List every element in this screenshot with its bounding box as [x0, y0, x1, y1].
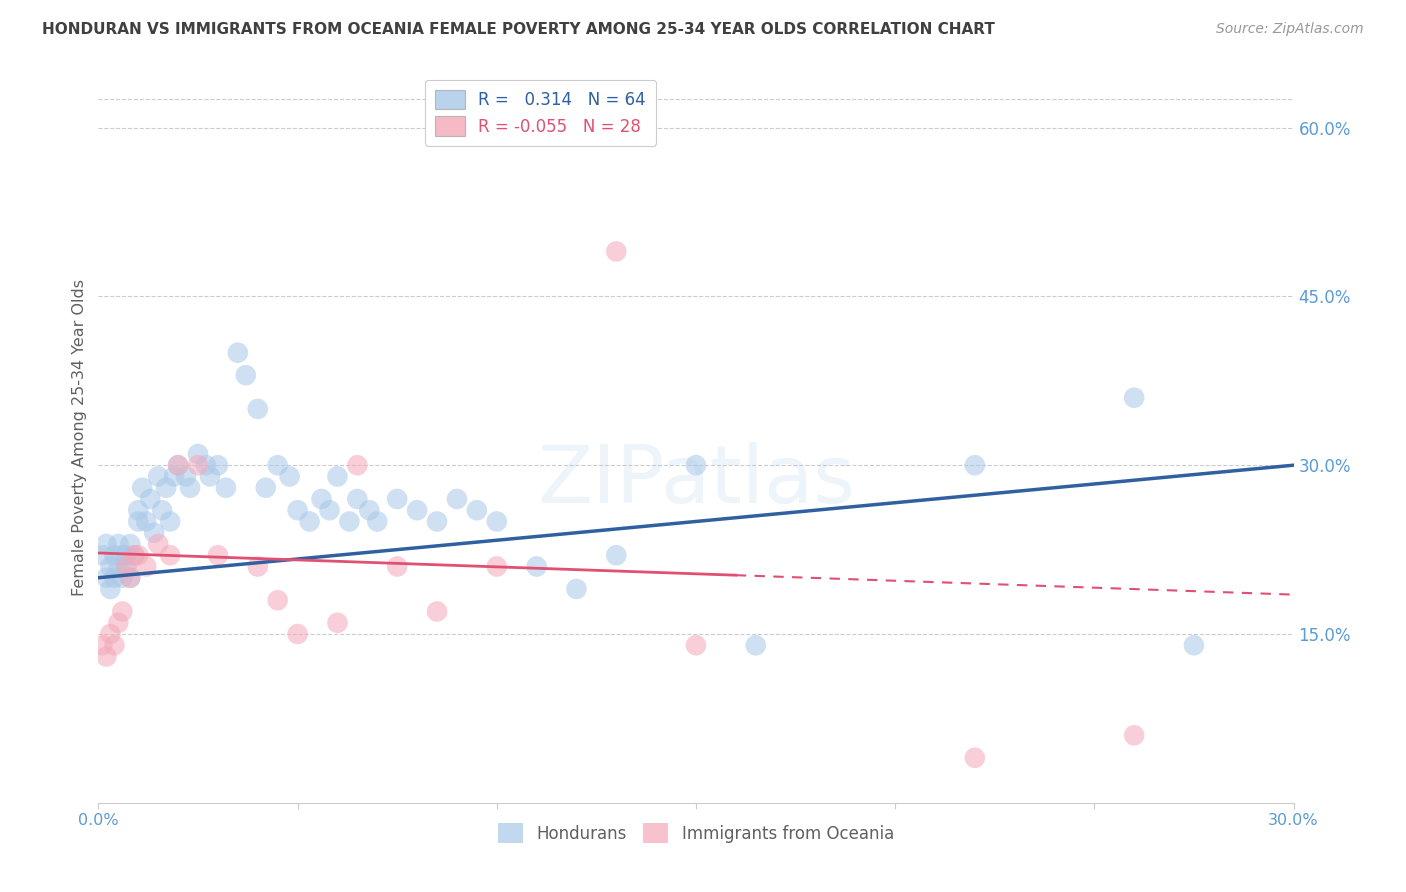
Point — [111, 548, 134, 562]
Point — [246, 559, 269, 574]
Point — [111, 605, 134, 619]
Point — [485, 515, 508, 529]
Point — [207, 548, 229, 562]
Point — [148, 469, 170, 483]
Point — [226, 345, 249, 359]
Point — [278, 469, 301, 483]
Y-axis label: Female Poverty Among 25-34 Year Olds: Female Poverty Among 25-34 Year Olds — [72, 278, 87, 596]
Point — [124, 548, 146, 562]
Point — [426, 515, 449, 529]
Point — [298, 515, 321, 529]
Point — [215, 481, 238, 495]
Point — [155, 481, 177, 495]
Point — [963, 751, 986, 765]
Point — [96, 537, 118, 551]
Point — [143, 525, 166, 540]
Point — [207, 458, 229, 473]
Point — [326, 469, 349, 483]
Point — [1182, 638, 1205, 652]
Point — [465, 503, 488, 517]
Point — [1123, 728, 1146, 742]
Point — [406, 503, 429, 517]
Point — [103, 548, 125, 562]
Point — [103, 638, 125, 652]
Point — [963, 458, 986, 473]
Point — [745, 638, 768, 652]
Point — [187, 458, 209, 473]
Point — [98, 627, 122, 641]
Point — [339, 515, 361, 529]
Point — [107, 559, 129, 574]
Point — [127, 503, 149, 517]
Point — [135, 559, 157, 574]
Point — [267, 458, 290, 473]
Point — [111, 571, 134, 585]
Point — [96, 649, 118, 664]
Text: Source: ZipAtlas.com: Source: ZipAtlas.com — [1216, 22, 1364, 37]
Point — [446, 491, 468, 506]
Point — [565, 582, 588, 596]
Point — [385, 491, 409, 506]
Point — [167, 458, 190, 473]
Point — [167, 458, 190, 473]
Point — [115, 559, 138, 574]
Point — [91, 548, 114, 562]
Point — [346, 458, 368, 473]
Point — [135, 515, 157, 529]
Legend: Hondurans, Immigrants from Oceania: Hondurans, Immigrants from Oceania — [491, 817, 901, 849]
Point — [163, 469, 186, 483]
Point — [159, 548, 181, 562]
Point — [148, 537, 170, 551]
Point — [605, 548, 627, 562]
Point — [287, 627, 309, 641]
Point — [115, 559, 138, 574]
Point — [426, 605, 449, 619]
Point — [287, 503, 309, 517]
Point — [103, 571, 125, 585]
Point — [605, 244, 627, 259]
Point — [346, 491, 368, 506]
Point — [326, 615, 349, 630]
Point — [198, 469, 221, 483]
Point — [485, 559, 508, 574]
Point — [120, 571, 142, 585]
Point — [1123, 391, 1146, 405]
Point — [107, 615, 129, 630]
Point — [131, 481, 153, 495]
Point — [685, 638, 707, 652]
Point — [107, 537, 129, 551]
Point — [115, 548, 138, 562]
Point — [124, 548, 146, 562]
Point — [127, 515, 149, 529]
Point — [526, 559, 548, 574]
Point — [267, 593, 290, 607]
Point — [685, 458, 707, 473]
Point — [98, 559, 122, 574]
Point — [359, 503, 381, 517]
Point — [174, 469, 197, 483]
Point — [150, 503, 173, 517]
Point — [91, 638, 114, 652]
Point — [159, 515, 181, 529]
Point — [385, 559, 409, 574]
Point — [318, 503, 340, 517]
Point — [120, 571, 142, 585]
Point — [246, 401, 269, 416]
Point — [120, 537, 142, 551]
Point — [195, 458, 218, 473]
Point — [254, 481, 277, 495]
Point — [311, 491, 333, 506]
Point — [179, 481, 201, 495]
Text: HONDURAN VS IMMIGRANTS FROM OCEANIA FEMALE POVERTY AMONG 25-34 YEAR OLDS CORRELA: HONDURAN VS IMMIGRANTS FROM OCEANIA FEMA… — [42, 22, 995, 37]
Text: ZIPatlas: ZIPatlas — [537, 442, 855, 520]
Point — [98, 582, 122, 596]
Point — [366, 515, 388, 529]
Point — [235, 368, 257, 383]
Point — [139, 491, 162, 506]
Point — [187, 447, 209, 461]
Point — [96, 571, 118, 585]
Point — [127, 548, 149, 562]
